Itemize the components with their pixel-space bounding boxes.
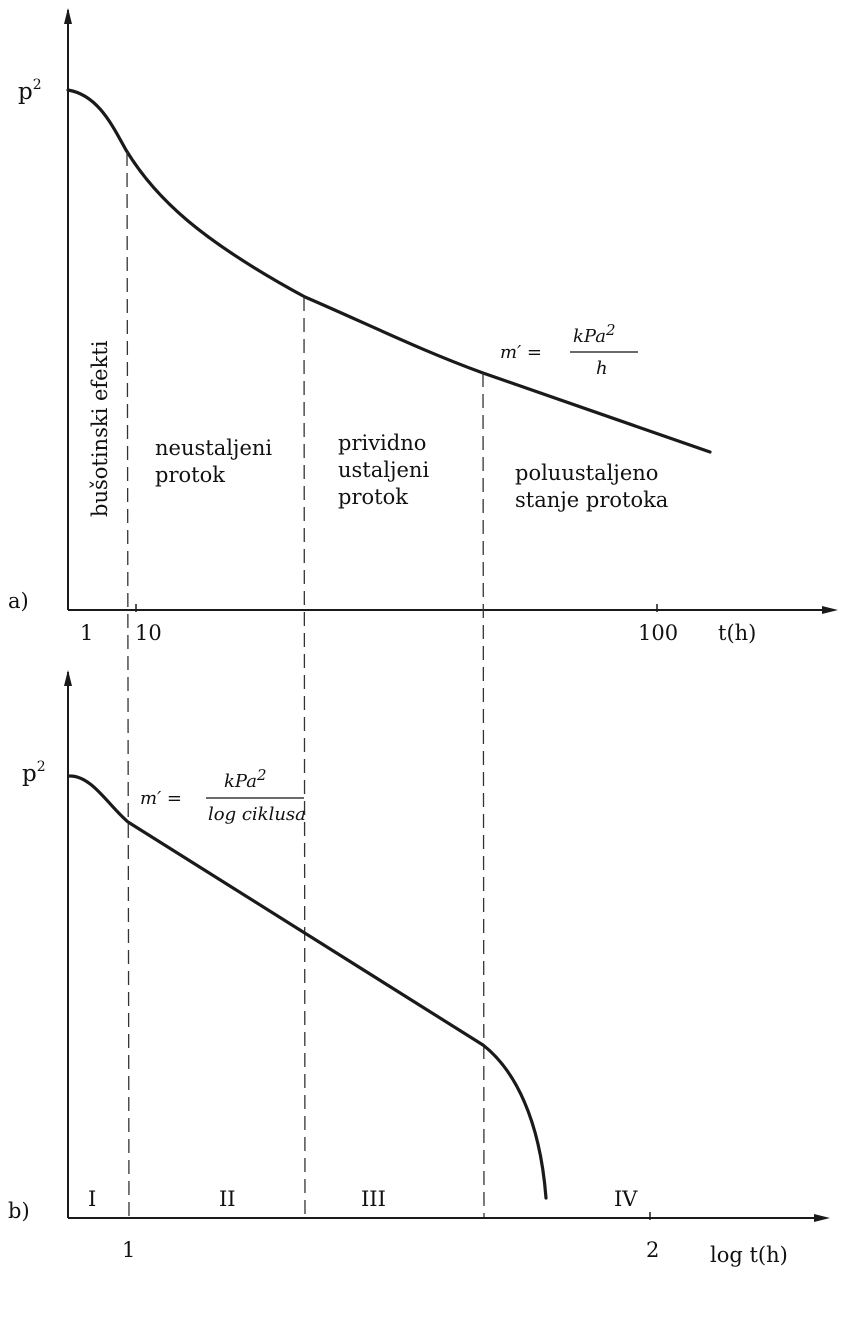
panel-a-x-label: t(h): [718, 621, 756, 645]
panel-a-formula-lhs: m′ =: [500, 342, 542, 363]
panel-b-tick-label-2: 2: [646, 1238, 659, 1262]
boundary-line-1: [126, 151, 130, 1219]
panel-b-formula-denominator: log ciklusa: [208, 804, 306, 825]
panel-a-y-label: p2: [18, 77, 42, 105]
panel-b-curve: [68, 774, 548, 1200]
panel-b-formula-lhs: m′ =: [140, 788, 182, 809]
panel-a-region-pseudo-steady: prividno ustaljeni protok: [338, 431, 436, 509]
panel-a-region-semi-steady: poluustaljeno stanje protoka: [515, 461, 668, 512]
panel-b-label: b): [8, 1199, 30, 1223]
boundary-line-2: [303, 296, 306, 1219]
panel-b-region-I: I: [88, 1187, 96, 1211]
panel-b-y-arrow: [64, 670, 72, 686]
panel-a-y-arrow: [64, 8, 72, 24]
panel-a-formula-numerator: kPa2: [573, 321, 616, 347]
panel-b-slope-formula: m′ = kPa2 log ciklusa: [140, 766, 306, 825]
panel-a-region-wellbore: bušotinski efekti: [88, 340, 112, 517]
panel-a-label: a): [8, 589, 29, 613]
panel-a-tick-label-1: 1: [80, 621, 93, 645]
panel-b: p2 b) 1 2 log t(h) I II III IV m′ = kPa2…: [8, 670, 830, 1267]
panel-b-region-IV: IV: [614, 1187, 638, 1211]
panel-a-formula-denominator: h: [596, 358, 608, 379]
panel-a-tick-label-10: 10: [135, 621, 162, 645]
panel-a-region-transient: neustaljeni protok: [155, 436, 279, 487]
panel-a-slope-formula: m′ = kPa2 h: [500, 321, 638, 379]
panel-a-x-arrow: [822, 606, 838, 614]
panel-b-tick-label-1: 1: [122, 1238, 135, 1262]
panel-b-region-II: II: [219, 1187, 236, 1211]
panel-a-curve: [66, 88, 712, 454]
panel-b-formula-numerator: kPa2: [224, 766, 267, 792]
panel-b-y-label: p2: [22, 759, 46, 787]
boundary-line-3: [482, 372, 485, 1219]
panel-a: p2 a) 1 10 100 t(h) bušotinski efekti ne…: [8, 8, 838, 645]
panel-b-region-III: III: [361, 1187, 386, 1211]
panel-b-x-arrow: [814, 1214, 830, 1222]
panel-b-x-label: log t(h): [710, 1243, 788, 1267]
panel-a-tick-label-100: 100: [638, 621, 678, 645]
